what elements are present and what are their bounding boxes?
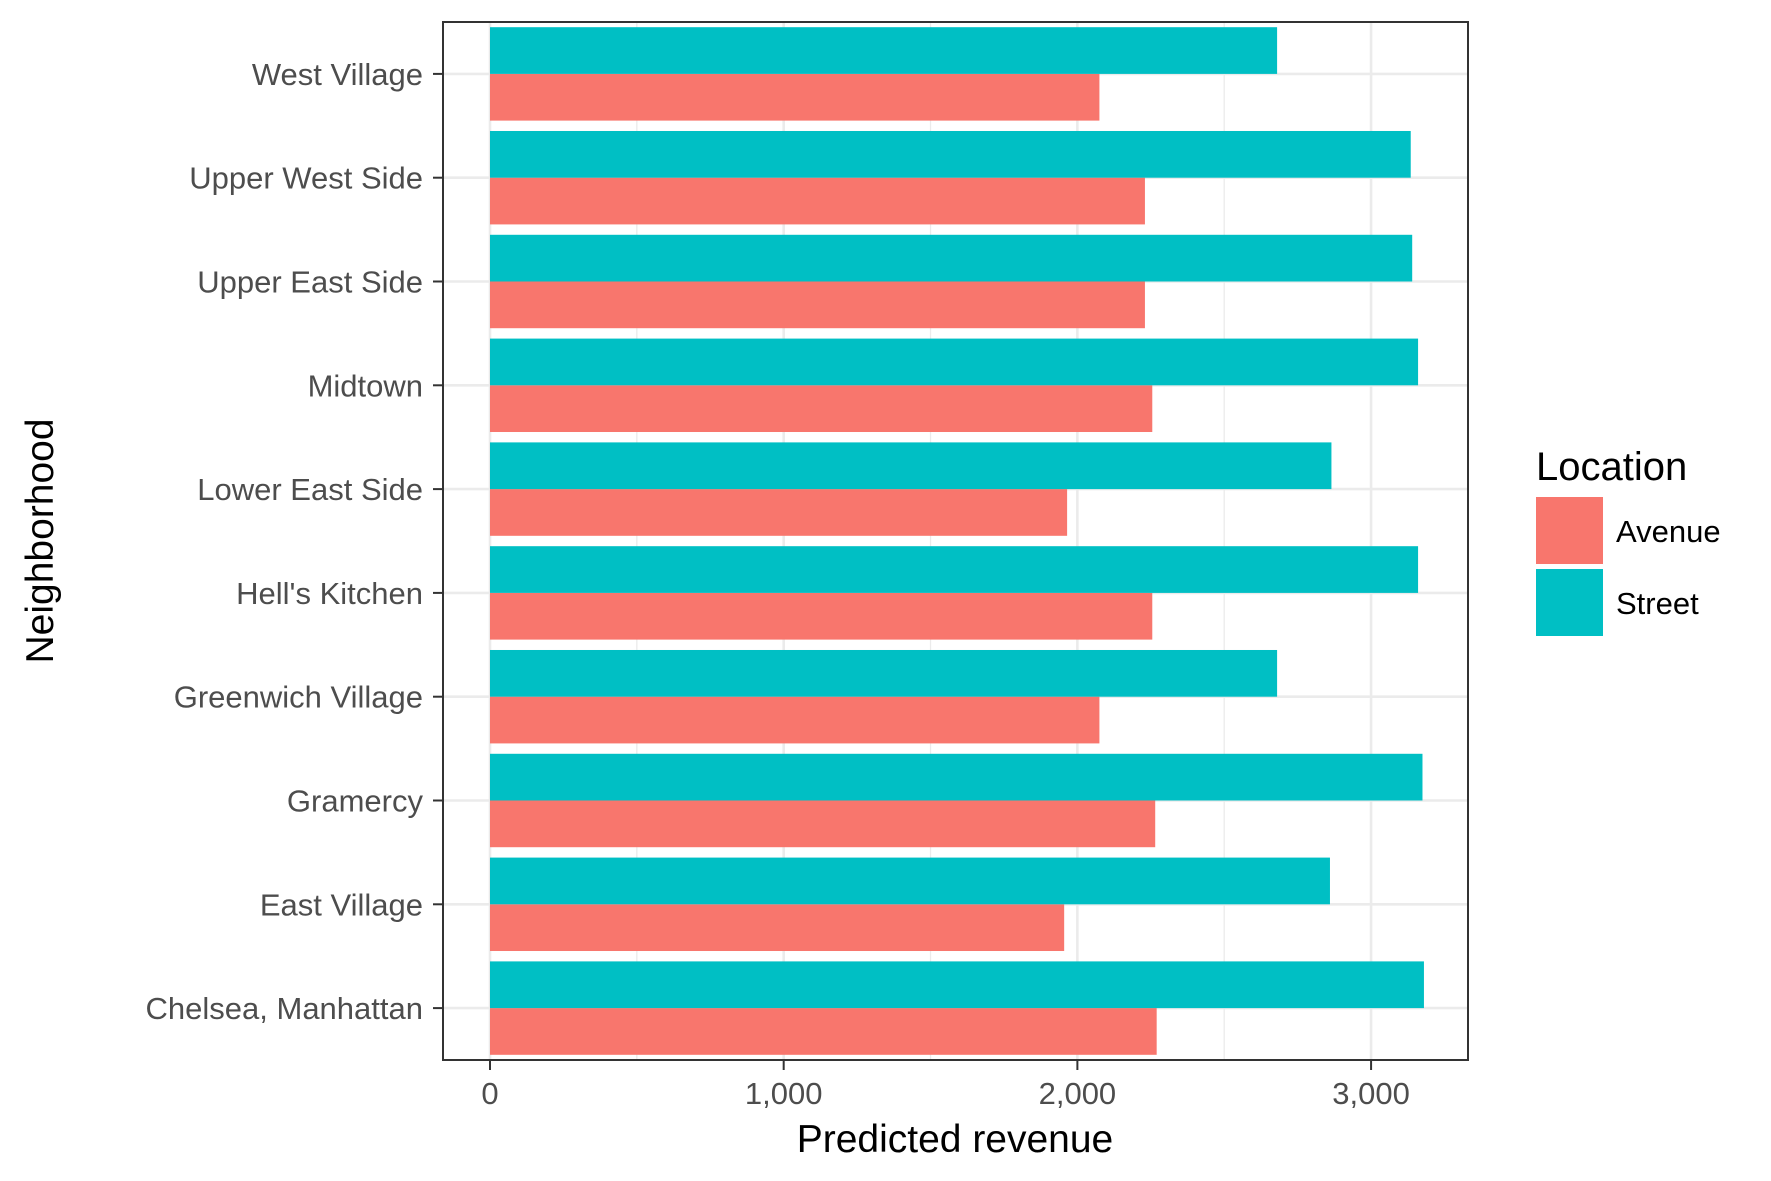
y-tick-label: Upper East Side	[197, 265, 423, 300]
legend-label-avenue: Avenue	[1616, 514, 1721, 549]
bar-avenue	[489, 489, 1068, 536]
bar-avenue	[489, 73, 1100, 121]
bar-street	[489, 338, 1419, 386]
bar-street	[489, 234, 1413, 282]
bar-avenue	[489, 1008, 1157, 1055]
bar-avenue	[489, 904, 1065, 952]
bar-street	[489, 961, 1424, 1009]
x-tick-label: 1,000	[745, 1076, 823, 1111]
bar-street	[489, 649, 1278, 697]
y-axis: Chelsea, Manhattan East Village Gramercy Gr…	[146, 57, 443, 1026]
y-tick-label: Midtown	[308, 368, 423, 403]
x-tick-label: 0	[481, 1076, 498, 1111]
y-tick-label: Chelsea, Manhattan	[146, 991, 423, 1026]
y-axis-title: Neighborhood	[19, 418, 62, 663]
bars	[489, 27, 1424, 1055]
bar-avenue	[489, 696, 1100, 744]
y-tick-label: East Village	[260, 887, 423, 922]
bar-avenue	[489, 281, 1145, 329]
legend-label-street: Street	[1616, 586, 1699, 621]
legend-title: Location	[1536, 445, 1687, 489]
bar-avenue	[489, 800, 1156, 848]
bar-street	[489, 442, 1332, 490]
y-tick-label: Gramercy	[287, 784, 424, 819]
y-tick-label: Lower East Side	[197, 472, 423, 507]
x-axis: 0 1,000 2,000 3,000	[481, 1060, 1410, 1111]
plot-panel-border	[442, 21, 1469, 1061]
legend-key-avenue	[1536, 497, 1603, 564]
legend-key-street	[1536, 569, 1603, 636]
y-tick-label: Greenwich Village	[174, 680, 423, 715]
y-tick-label: Hell's Kitchen	[236, 576, 423, 611]
bar-street	[489, 753, 1423, 801]
y-tick-label: West Village	[252, 57, 423, 92]
bar-street	[489, 857, 1330, 905]
bar-street	[489, 546, 1419, 593]
x-tick-label: 2,000	[1039, 1076, 1117, 1111]
x-axis-title: Predicted revenue	[797, 1118, 1114, 1161]
bar-avenue	[489, 385, 1153, 433]
legend: Location Avenue Street	[1536, 445, 1721, 636]
bar-avenue	[489, 177, 1145, 225]
bar-avenue	[489, 592, 1153, 640]
bar-street	[489, 27, 1278, 74]
y-tick-label: Upper West Side	[189, 161, 423, 196]
bar-street	[489, 130, 1411, 178]
x-tick-label: 3,000	[1332, 1076, 1410, 1111]
